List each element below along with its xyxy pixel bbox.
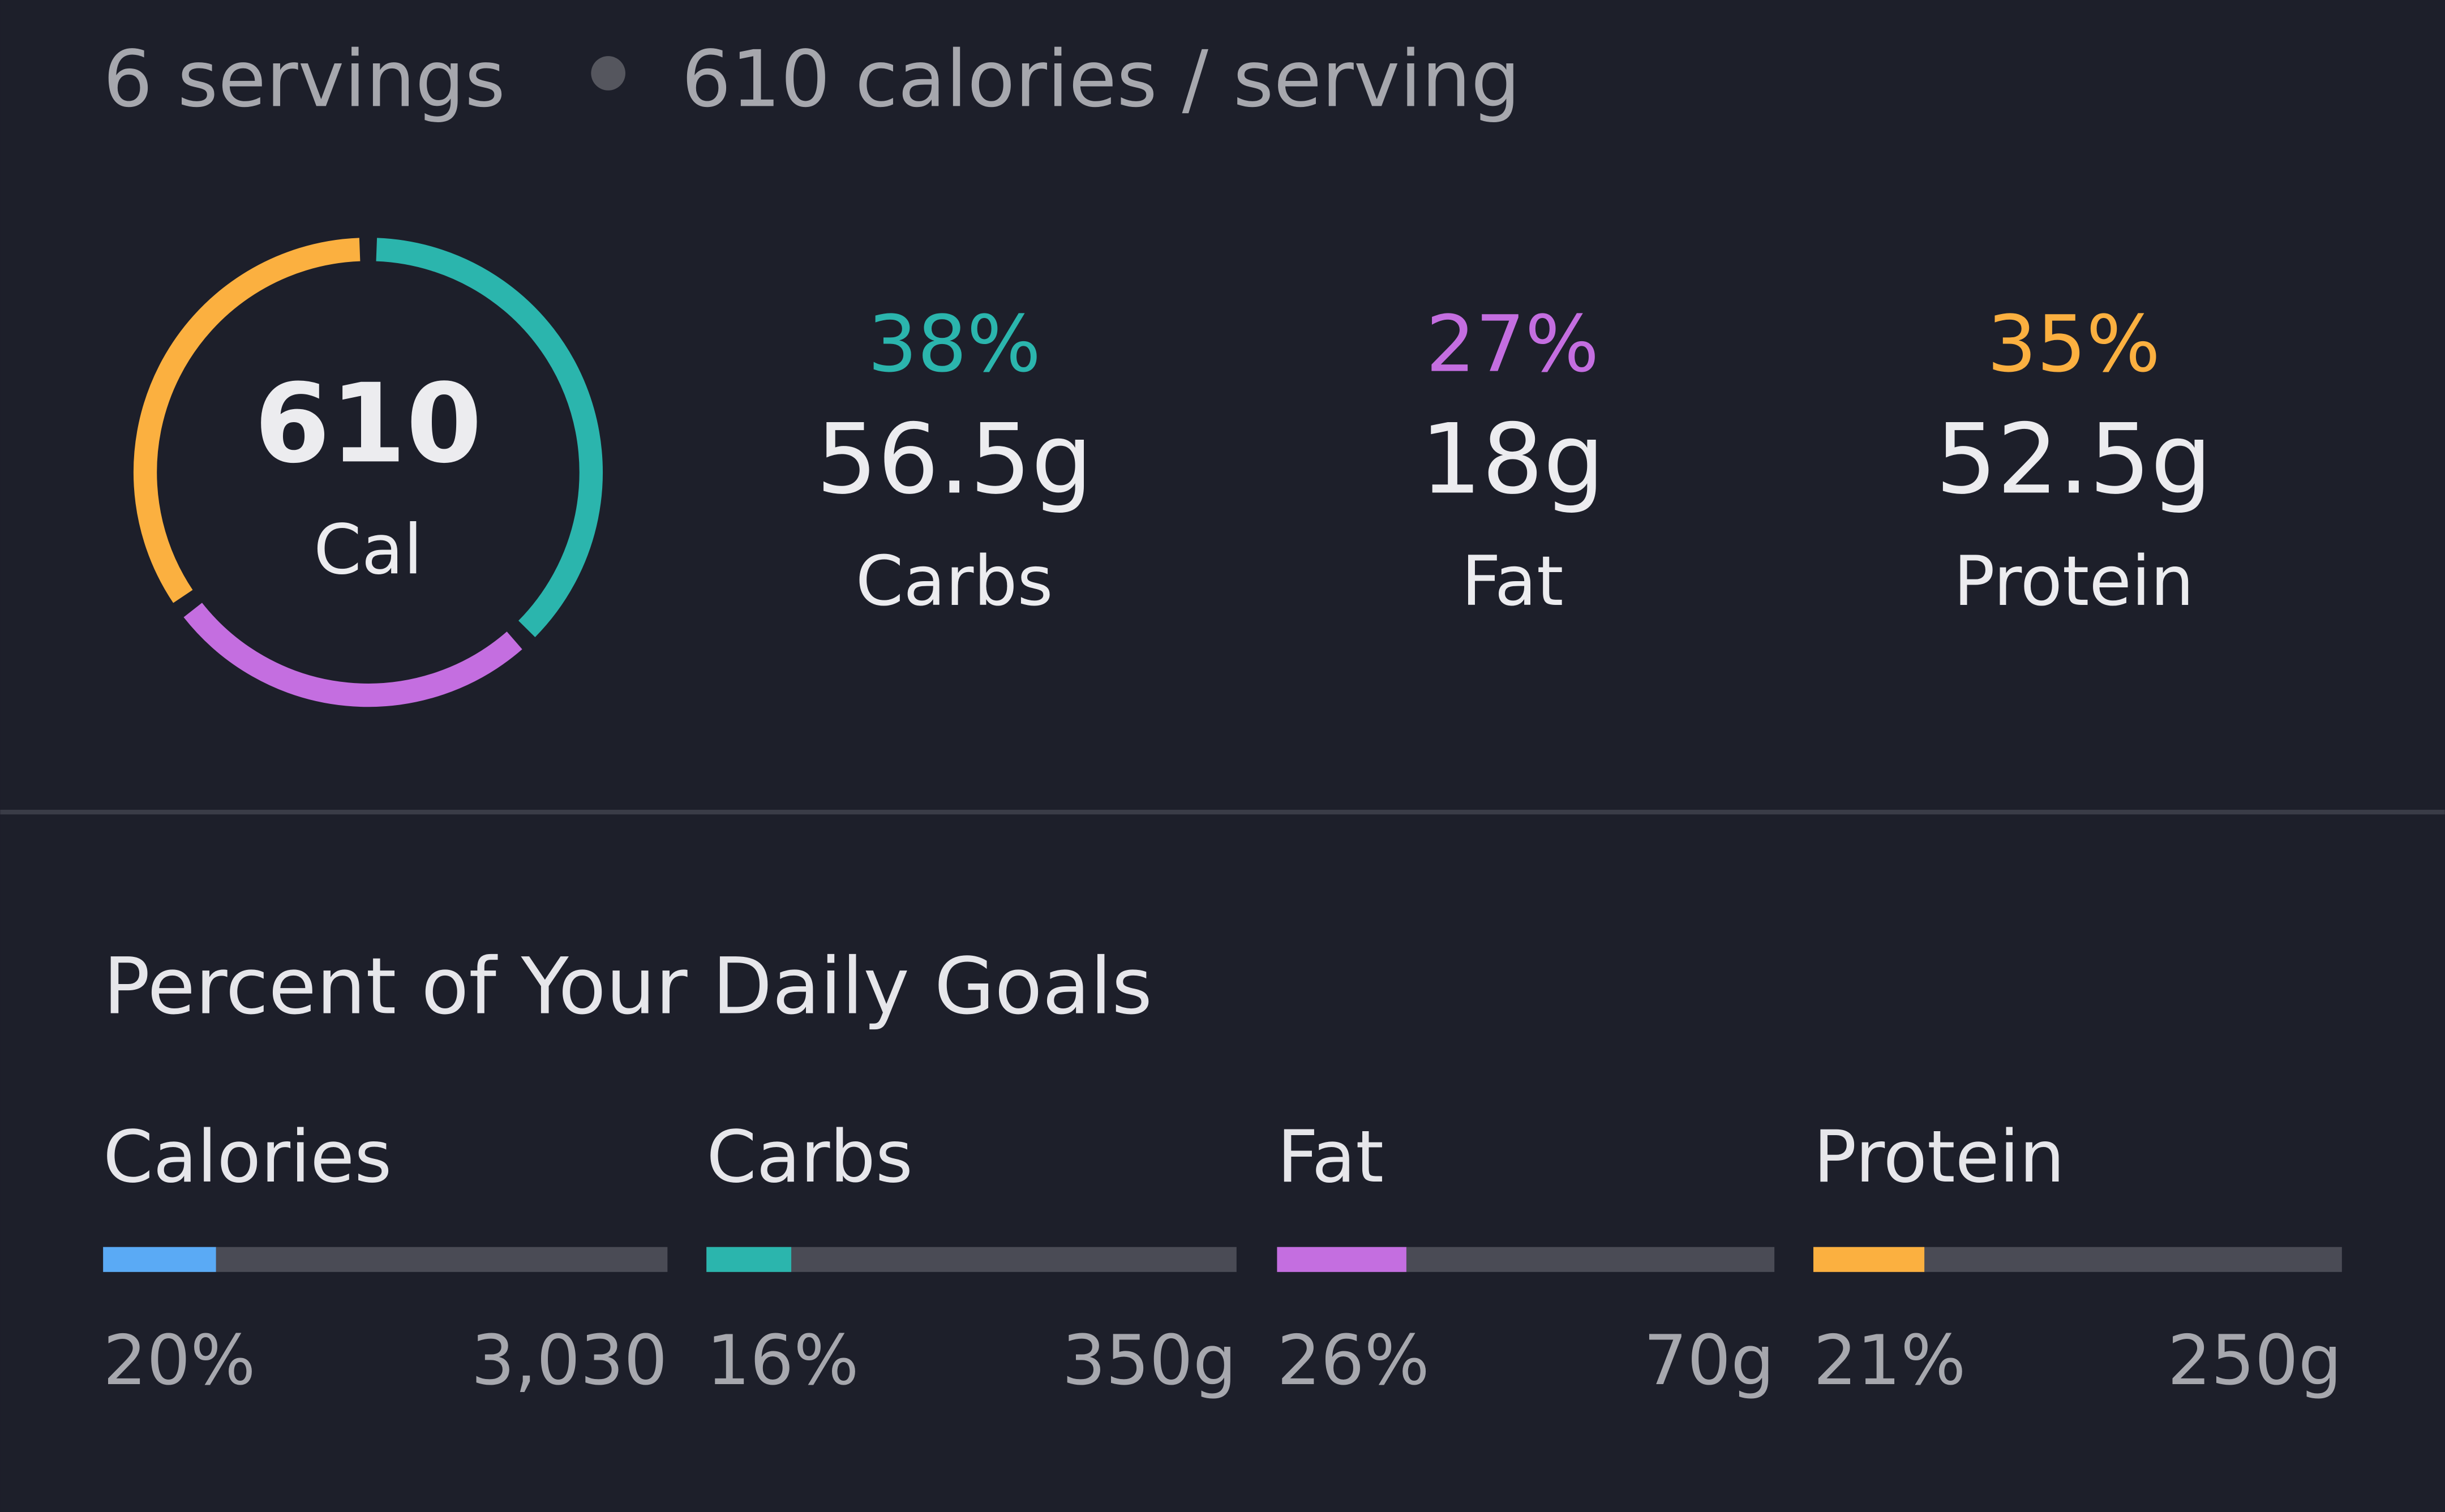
goal-target: 350g bbox=[1062, 1320, 1237, 1401]
macro-percent: 27% bbox=[1426, 299, 1599, 390]
goal-bar bbox=[1813, 1247, 1925, 1272]
ring-segment bbox=[376, 238, 603, 637]
goal-percent: 21% bbox=[1813, 1320, 1966, 1401]
goal-percent: 20% bbox=[103, 1320, 255, 1401]
macro-percent: 38% bbox=[868, 299, 1041, 390]
goal-name: Fat bbox=[1277, 1115, 1384, 1199]
separator-dot bbox=[591, 56, 625, 91]
goal-target: 250g bbox=[2168, 1320, 2342, 1401]
goal-target: 3,030 bbox=[471, 1320, 667, 1401]
goal-percent: 16% bbox=[706, 1320, 859, 1401]
macro-amount: 56.5g bbox=[816, 403, 1093, 516]
calorie-total: 610 bbox=[254, 360, 482, 487]
goal-bar bbox=[103, 1247, 216, 1272]
calories-per-serving: 610 calories / serving bbox=[681, 34, 1520, 124]
goal-name: Calories bbox=[103, 1115, 392, 1199]
calorie-unit: Cal bbox=[314, 510, 423, 590]
goal-bar bbox=[1277, 1247, 1406, 1272]
ring-segment bbox=[183, 603, 522, 707]
macro-percent: 35% bbox=[1987, 299, 2160, 390]
goal-percent: 26% bbox=[1277, 1320, 1429, 1401]
goal-name: Carbs bbox=[706, 1115, 913, 1199]
macro-amount: 52.5g bbox=[1936, 403, 2212, 516]
servings: 6 servings bbox=[103, 34, 505, 124]
ring-segment bbox=[133, 238, 361, 603]
macro-name: Protein bbox=[1954, 541, 2194, 621]
goal-name: Protein bbox=[1813, 1115, 2065, 1199]
goal-track bbox=[706, 1247, 1237, 1272]
macro-name: Carbs bbox=[856, 541, 1053, 621]
goal-target: 70g bbox=[1644, 1320, 1774, 1401]
goal-bar bbox=[706, 1247, 792, 1272]
goals-title: Percent of Your Daily Goals bbox=[103, 942, 1152, 1032]
macro-amount: 18g bbox=[1421, 403, 1605, 516]
macro-name: Fat bbox=[1461, 541, 1563, 621]
